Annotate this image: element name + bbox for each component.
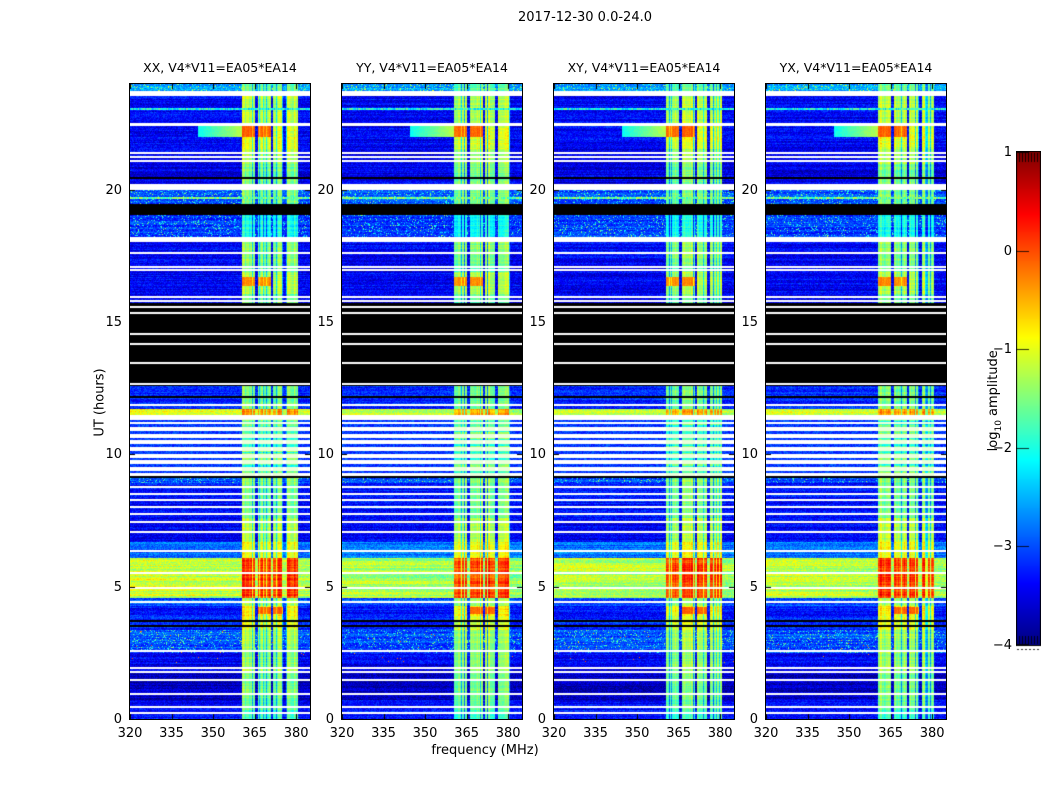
x-tick-label: 320 xyxy=(329,726,355,741)
panel-title-yx: YX, V4*V11=EA05*EA14 xyxy=(779,60,933,75)
y-tick-label: 15 xyxy=(741,315,758,331)
y-tick-label: 0 xyxy=(749,712,758,727)
spectrogram-image xyxy=(766,84,946,719)
y-tick-label: 0 xyxy=(537,712,546,727)
spectrogram-panel-yy xyxy=(341,83,523,720)
x-tick-label: 320 xyxy=(117,726,143,741)
panel-title-xy: XY, V4*V11=EA05*EA14 xyxy=(567,60,721,75)
colorbar-tick-label: 0 xyxy=(1003,243,1012,259)
spectrogram-panel-yx xyxy=(765,83,947,720)
x-tick-label: 380 xyxy=(919,726,945,741)
y-tick-label: 10 xyxy=(741,447,758,463)
spectrogram-image xyxy=(130,84,310,719)
y-tick-label: 5 xyxy=(113,579,122,595)
x-axis-label: frequency (MHz) xyxy=(431,743,539,758)
x-tick-label: 365 xyxy=(242,726,268,741)
colorbar-tick-label: −4 xyxy=(992,638,1012,653)
x-tick-label: 365 xyxy=(878,726,904,741)
y-axis-label: UT (hours) xyxy=(92,368,108,437)
colorbar-tick-label: −3 xyxy=(992,539,1012,555)
y-tick-label: 20 xyxy=(529,182,546,198)
x-tick-label: 380 xyxy=(707,726,733,741)
x-tick-label: 365 xyxy=(454,726,480,741)
x-tick-label: 350 xyxy=(624,726,650,741)
y-tick-label: 0 xyxy=(113,712,122,727)
x-tick-label: 350 xyxy=(836,726,862,741)
y-tick-label: 15 xyxy=(529,315,546,331)
x-tick-label: 335 xyxy=(371,726,396,741)
y-tick-label: 10 xyxy=(529,447,546,463)
x-tick-label: 335 xyxy=(795,726,820,741)
y-tick-label: 20 xyxy=(317,182,334,198)
y-tick-label: 15 xyxy=(317,315,334,331)
figure-title: 2017-12-30 0.0-24.0 xyxy=(518,10,652,25)
y-tick-label: 20 xyxy=(105,182,122,198)
colorbar-tick-label: 1 xyxy=(1003,145,1012,160)
y-tick-label: 0 xyxy=(325,712,334,727)
x-tick-label: 380 xyxy=(283,726,309,741)
spectrogram-panel-xx xyxy=(129,83,311,720)
colorbar-label: log10 amplitude xyxy=(986,350,1004,452)
x-tick-label: 320 xyxy=(753,726,779,741)
panel-title-yy: YY, V4*V11=EA05*EA14 xyxy=(356,60,508,75)
colorbar xyxy=(1016,151,1041,653)
spectrogram-image xyxy=(342,84,522,719)
y-tick-label: 5 xyxy=(537,579,546,595)
x-tick-label: 320 xyxy=(541,726,567,741)
spectrogram-panel-xy xyxy=(553,83,735,720)
y-tick-label: 5 xyxy=(325,579,334,595)
x-tick-label: 365 xyxy=(666,726,692,741)
panel-title-xx: XX, V4*V11=EA05*EA14 xyxy=(143,60,297,75)
x-tick-label: 380 xyxy=(495,726,521,741)
y-tick-label: 10 xyxy=(317,447,334,463)
y-tick-label: 15 xyxy=(105,315,122,331)
x-tick-label: 335 xyxy=(159,726,184,741)
y-tick-label: 5 xyxy=(749,579,758,595)
x-tick-label: 335 xyxy=(583,726,608,741)
y-tick-label: 10 xyxy=(105,447,122,463)
y-tick-label: 20 xyxy=(741,182,758,198)
colorbar-tick-label: −1 xyxy=(992,342,1012,358)
x-tick-label: 350 xyxy=(200,726,226,741)
x-tick-label: 350 xyxy=(412,726,438,741)
spectrogram-image xyxy=(554,84,734,719)
colorbar-tick-label: −2 xyxy=(992,440,1012,456)
